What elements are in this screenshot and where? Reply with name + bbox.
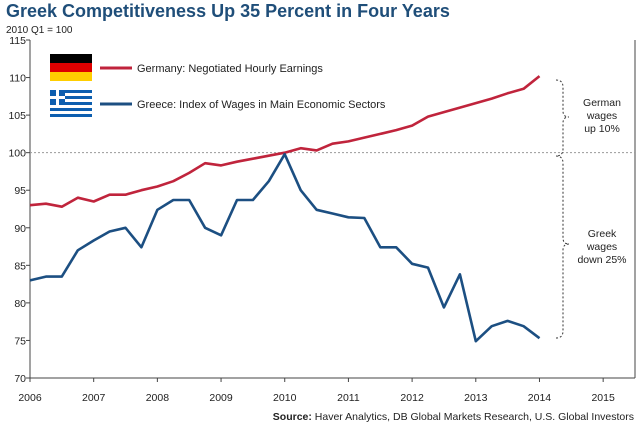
x-tick-labels: 2006 2007 2008 2009 2010 2011 2012 2013 2014 2015 bbox=[18, 378, 615, 404]
y-tick-label: 95 bbox=[14, 185, 26, 197]
y-tick-label: 80 bbox=[14, 298, 26, 310]
chart-subtitle: 2010 Q1 = 100 bbox=[6, 25, 73, 36]
y-tick-labels: 70 75 80 85 90 95 100 105 110 115 bbox=[8, 35, 30, 385]
legend: Germany: Negotiated Hourly Earnings Gree… bbox=[50, 54, 386, 117]
x-tick-label: 2015 bbox=[591, 392, 615, 404]
y-tick-label: 90 bbox=[14, 223, 26, 235]
series-lines bbox=[29, 75, 541, 343]
annotation-greek-line3: down 25% bbox=[577, 254, 626, 266]
chart-title: Greek Competitiveness Up 35 Percent in F… bbox=[6, 1, 450, 21]
y-tick-label: 85 bbox=[14, 260, 26, 272]
source-text: Haver Analytics, DB Global Markets Resea… bbox=[312, 411, 634, 423]
legend-label-germany: Germany: Negotiated Hourly Earnings bbox=[137, 63, 323, 75]
annotation-greek: Greek wages down 25% bbox=[573, 225, 633, 269]
annotation-german-line3: up 10% bbox=[584, 123, 620, 135]
brace-german bbox=[555, 79, 570, 157]
annotation-greek-line1: Greek bbox=[588, 228, 617, 240]
series-line-greece bbox=[29, 152, 541, 343]
greece-flag bbox=[50, 90, 92, 117]
source-label: Source: bbox=[273, 411, 312, 423]
annotation-german: German wages up 10% bbox=[573, 93, 631, 139]
series-line-germany bbox=[29, 75, 541, 208]
x-tick-label: 2012 bbox=[400, 392, 424, 404]
x-tick-label: 2007 bbox=[82, 392, 106, 404]
y-tick-label: 110 bbox=[9, 73, 26, 85]
x-tick-label: 2011 bbox=[337, 392, 360, 404]
brace-greek bbox=[555, 155, 570, 339]
y-tick-label: 70 bbox=[14, 373, 26, 385]
x-tick-label: 2010 bbox=[273, 392, 297, 404]
x-tick-label: 2009 bbox=[209, 392, 233, 404]
y-tick-label: 75 bbox=[14, 335, 26, 347]
source-note: Source: Haver Analytics, DB Global Marke… bbox=[273, 411, 634, 423]
x-tick-label: 2008 bbox=[146, 392, 170, 404]
x-tick-label: 2013 bbox=[464, 392, 488, 404]
y-tick-label: 105 bbox=[8, 110, 26, 122]
x-tick-label: 2006 bbox=[18, 392, 42, 404]
x-tick-label: 2014 bbox=[528, 392, 552, 404]
annotation-greek-line2: wages bbox=[586, 241, 617, 253]
y-tick-label: 100 bbox=[8, 148, 26, 160]
legend-label-greece: Greece: Index of Wages in Main Economic … bbox=[137, 99, 386, 111]
annotation-german-line2: wages bbox=[586, 110, 617, 122]
y-tick-label: 115 bbox=[9, 35, 26, 47]
annotation-german-line1: German bbox=[583, 97, 621, 109]
germany-flag bbox=[50, 54, 92, 81]
